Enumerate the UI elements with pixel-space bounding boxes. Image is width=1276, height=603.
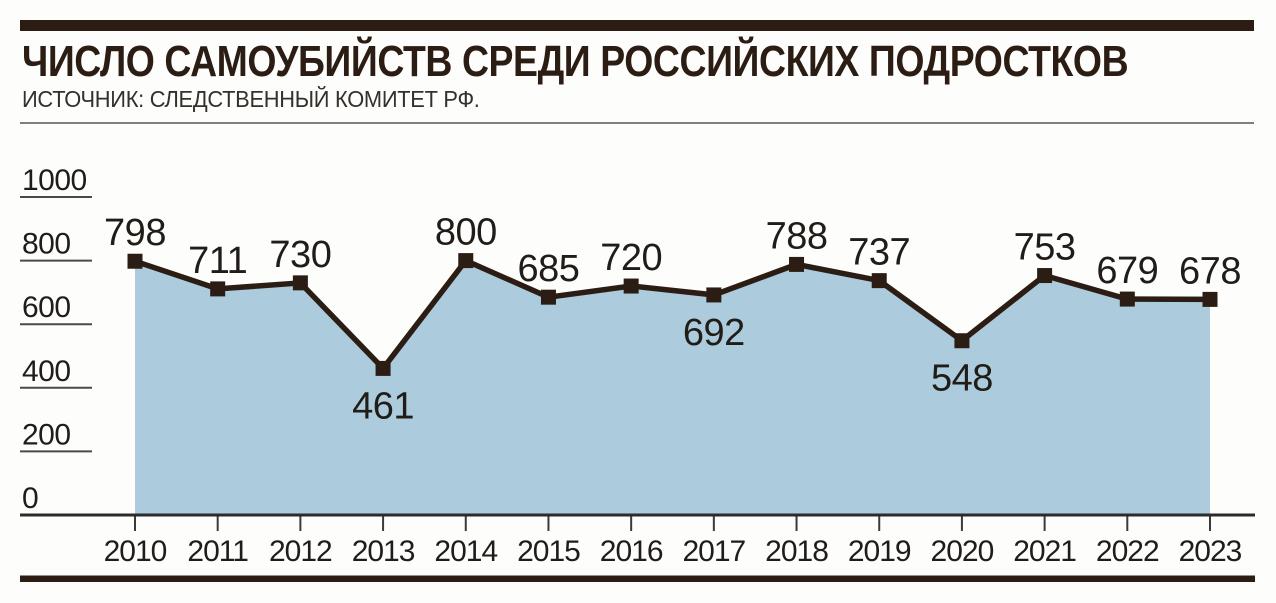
data-label-2010: 798 <box>104 212 166 254</box>
x-axis-label-2013: 2013 <box>352 535 415 568</box>
x-axis-label-2022: 2022 <box>1096 535 1159 568</box>
x-axis-label-2018: 2018 <box>765 535 828 568</box>
data-label-2023: 678 <box>1179 250 1241 292</box>
x-axis-label-2015: 2015 <box>517 535 580 568</box>
data-label-2018: 788 <box>766 215 828 257</box>
data-point-2019 <box>871 273 887 289</box>
x-axis-label-2023: 2023 <box>1179 535 1242 568</box>
data-point-2014 <box>458 253 474 269</box>
data-label-2015: 685 <box>518 248 580 290</box>
y-axis-label-200: 200 <box>22 418 71 451</box>
x-axis-label-2016: 2016 <box>600 535 663 568</box>
data-label-2020: 548 <box>931 358 993 400</box>
data-label-2019: 737 <box>848 232 910 274</box>
data-point-2013 <box>375 360 391 376</box>
x-axis-label-2014: 2014 <box>434 535 497 568</box>
page-title: ЧИСЛО САМОУБИЙСТВ СРЕДИ РОССИЙСКИХ ПОДРО… <box>22 37 1129 86</box>
data-label-2014: 800 <box>435 212 497 254</box>
data-label-2012: 730 <box>269 234 331 276</box>
y-axis-label-400: 400 <box>22 355 71 388</box>
data-line <box>134 257 1211 373</box>
data-point-2016 <box>623 278 639 294</box>
y-axis-label-800: 800 <box>22 228 71 261</box>
data-label-2017: 692 <box>683 312 745 354</box>
data-label-2011: 711 <box>188 240 247 282</box>
area-fill <box>135 260 1210 515</box>
y-axis-label-600: 600 <box>22 291 71 324</box>
x-axis-label-2020: 2020 <box>931 535 994 568</box>
data-point-2010 <box>127 253 143 269</box>
data-point-2023 <box>1202 291 1218 307</box>
y-axis-label-1000: 1000 <box>22 164 87 197</box>
source-caption: ИСТОЧНИК: СЛЕДСТВЕННЫЙ КОМИТЕТ РФ. <box>22 86 480 112</box>
data-point-2020 <box>954 333 970 349</box>
data-label-2021: 753 <box>1014 227 1076 269</box>
data-point-2021 <box>1037 268 1053 284</box>
data-point-2022 <box>1119 291 1135 307</box>
data-point-2012 <box>292 275 308 291</box>
data-point-2018 <box>789 256 805 272</box>
y-axis-label-0: 0 <box>22 482 38 515</box>
x-axis-label-2017: 2017 <box>682 535 745 568</box>
data-point-2017 <box>706 287 722 303</box>
footer-accent-bar <box>20 575 1255 582</box>
data-point-2011 <box>210 281 226 297</box>
data-label-2013: 461 <box>352 385 414 427</box>
data-point-2015 <box>540 289 556 305</box>
header-divider <box>20 122 1254 124</box>
x-axis-label-2019: 2019 <box>848 535 911 568</box>
header-accent-bar <box>20 20 1254 31</box>
x-axis-label-2010: 2010 <box>104 535 167 568</box>
x-axis-label-2021: 2021 <box>1013 535 1076 568</box>
x-axis-label-2011: 2011 <box>187 535 248 568</box>
data-label-2022: 679 <box>1096 250 1158 292</box>
x-axis-label-2012: 2012 <box>269 535 332 568</box>
data-label-2016: 720 <box>600 237 662 279</box>
